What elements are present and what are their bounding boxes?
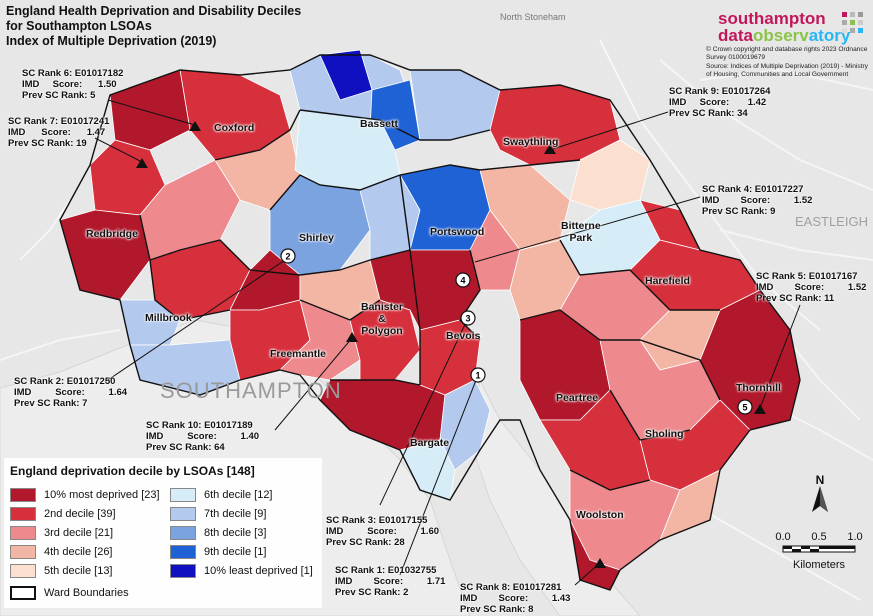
map-title: England Health Deprivation and Disabilit… <box>6 4 301 49</box>
annotation-rank-1: SC Rank 1: E01032755 IMD Score: 1.71 Pre… <box>335 565 446 598</box>
copyright-source-text: © Crown copyright and database rights 20… <box>706 46 868 79</box>
legend-ward-boundaries: Ward Boundaries <box>10 586 129 600</box>
hotspot-triangles <box>136 121 766 568</box>
scale-tick-1: 1.0 <box>847 531 862 543</box>
ward-boundary-swatch <box>10 586 36 600</box>
legend-swatch <box>170 526 196 540</box>
legend-item: 8th decile [3] <box>170 526 266 540</box>
legend-item: 5th decile [13] <box>10 564 113 578</box>
ward-label-bevois: Bevois <box>446 330 481 342</box>
ward-label-sholing: Sholing <box>645 428 684 440</box>
ward-label-millbrook: Millbrook <box>145 312 192 324</box>
ward-label-freemantle: Freemantle <box>270 348 327 360</box>
legend-item: 10% least deprived [1] <box>170 564 313 578</box>
logo-line-2: dataobservatory <box>718 26 851 45</box>
legend-label: 3rd decile [21] <box>44 526 114 539</box>
annotation-rank-7: SC Rank 7: E01017241 IMD Score: 1.47 Pre… <box>8 116 110 149</box>
annotation-rank-5: SC Rank 5: E01017167 IMD Score: 1.52 Pre… <box>756 271 867 304</box>
legend-label: 8th decile [3] <box>204 526 267 539</box>
ward-label-bargate: Bargate <box>410 437 450 449</box>
ward-label-peartree: Peartree <box>556 392 599 404</box>
marker-3: 3 <box>465 314 470 324</box>
legend-swatch <box>10 564 36 578</box>
legend-label: 9th decile [1] <box>204 545 267 558</box>
basemap-label-eastleigh: EASTLEIGH <box>795 214 868 229</box>
legend-item: 9th decile [1] <box>170 545 266 559</box>
legend-swatch <box>170 488 196 502</box>
legend-label: 5th decile [13] <box>44 564 113 577</box>
legend-label: 4th decile [26] <box>44 545 113 558</box>
title-line-2: for Southampton LSOAs <box>6 19 152 33</box>
legend-item: 3rd decile [21] <box>10 526 113 540</box>
legend-label: 10% most deprived [23] <box>44 488 160 501</box>
north-arrow-icon: N <box>812 473 828 512</box>
ward-label-coxford: Coxford <box>214 122 255 134</box>
marker-1: 1 <box>475 371 480 381</box>
legend-swatch <box>10 488 36 502</box>
annotation-rank-9: SC Rank 9: E01017264 IMD Score: 1.42 Pre… <box>669 86 771 119</box>
legend-swatch <box>170 507 196 521</box>
legend-item: 4th decile [26] <box>10 545 113 559</box>
legend-label: 7th decile [9] <box>204 507 267 520</box>
southampton-data-observatory-logo: southampton dataobservatory <box>718 9 863 45</box>
legend-swatch <box>10 545 36 559</box>
legend-title: England deprivation decile by LSOAs [148… <box>10 464 255 478</box>
legend-label: 6th decile [12] <box>204 488 273 501</box>
ward-label-swaythling: Swaythling <box>503 136 559 148</box>
ward-label-banister-polygon: Banister & Polygon <box>361 301 404 337</box>
ward-label-shirley: Shirley <box>299 232 335 244</box>
annotation-leaders <box>94 99 801 586</box>
annotation-rank-6: SC Rank 6: E01017182 IMD Score: 1.50 Pre… <box>22 68 124 101</box>
lsoa-polygons <box>59 49 801 591</box>
scale-bar-north-arrow: N 0.0 0.5 1.0 Kilometers <box>775 473 862 571</box>
marker-4: 4 <box>460 276 465 286</box>
title-line-1: England Health Deprivation and Disabilit… <box>6 4 302 18</box>
basemap-label-north-stoneham: North Stoneham <box>500 12 566 22</box>
logo-line-1: southampton <box>718 9 826 28</box>
annotation-rank-3: SC Rank 3: E01017155 IMD Score: 1.60 Pre… <box>326 515 440 548</box>
basemap-label-southampton: SOUTHAMPTON <box>160 378 342 403</box>
map-legend: England deprivation decile by LSOAs [148… <box>4 458 322 608</box>
marker-2: 2 <box>285 252 290 262</box>
water-itchen-river <box>469 378 641 616</box>
legend-swatch <box>170 545 196 559</box>
ward-label-thornhill: Thornhill <box>736 382 781 394</box>
ward-label-bassett: Bassett <box>360 118 398 130</box>
annotation-rank-2: SC Rank 2: E01017250 IMD Score: 1.64 Pre… <box>14 376 128 409</box>
legend-label: 10% least deprived [1] <box>204 564 313 577</box>
svg-text:N: N <box>816 473 825 487</box>
logo-dots-icon <box>842 12 863 33</box>
ward-label-redbridge: Redbridge <box>86 228 138 240</box>
legend-swatch <box>170 564 196 578</box>
legend-item: 7th decile [9] <box>170 507 266 521</box>
annotation-rank-8: SC Rank 8: E01017281 IMD Score: 1.43 Pre… <box>460 582 571 615</box>
ward-label-portswood: Portswood <box>430 226 485 238</box>
annotation-rank-4: SC Rank 4: E01017227 IMD Score: 1.52 Pre… <box>702 184 813 217</box>
ward-label-harefield: Harefield <box>645 275 690 287</box>
marker-5: 5 <box>742 403 747 413</box>
scale-tick-0: 0.0 <box>775 531 790 543</box>
annotation-rank-10: SC Rank 10: E01017189 IMD Score: 1.40 Pr… <box>146 420 260 453</box>
legend-swatch <box>10 507 36 521</box>
legend-item: 10% most deprived [23] <box>10 488 160 502</box>
ward-boundaries <box>59 54 801 591</box>
legend-item: 6th decile [12] <box>170 488 273 502</box>
scale-unit: Kilometers <box>793 559 845 571</box>
rank-markers: 2 4 3 1 5 <box>280 248 753 415</box>
legend-item: 2nd decile [39] <box>10 507 116 521</box>
ward-label-bitterne-park: Bitterne Park <box>561 220 601 244</box>
legend-label: 2nd decile [39] <box>44 507 116 520</box>
scale-tick-05: 0.5 <box>811 531 826 543</box>
title-line-3: Index of Multiple Deprivation (2019) <box>6 34 217 48</box>
legend-swatch <box>10 526 36 540</box>
ward-label-woolston: Woolston <box>576 509 624 521</box>
